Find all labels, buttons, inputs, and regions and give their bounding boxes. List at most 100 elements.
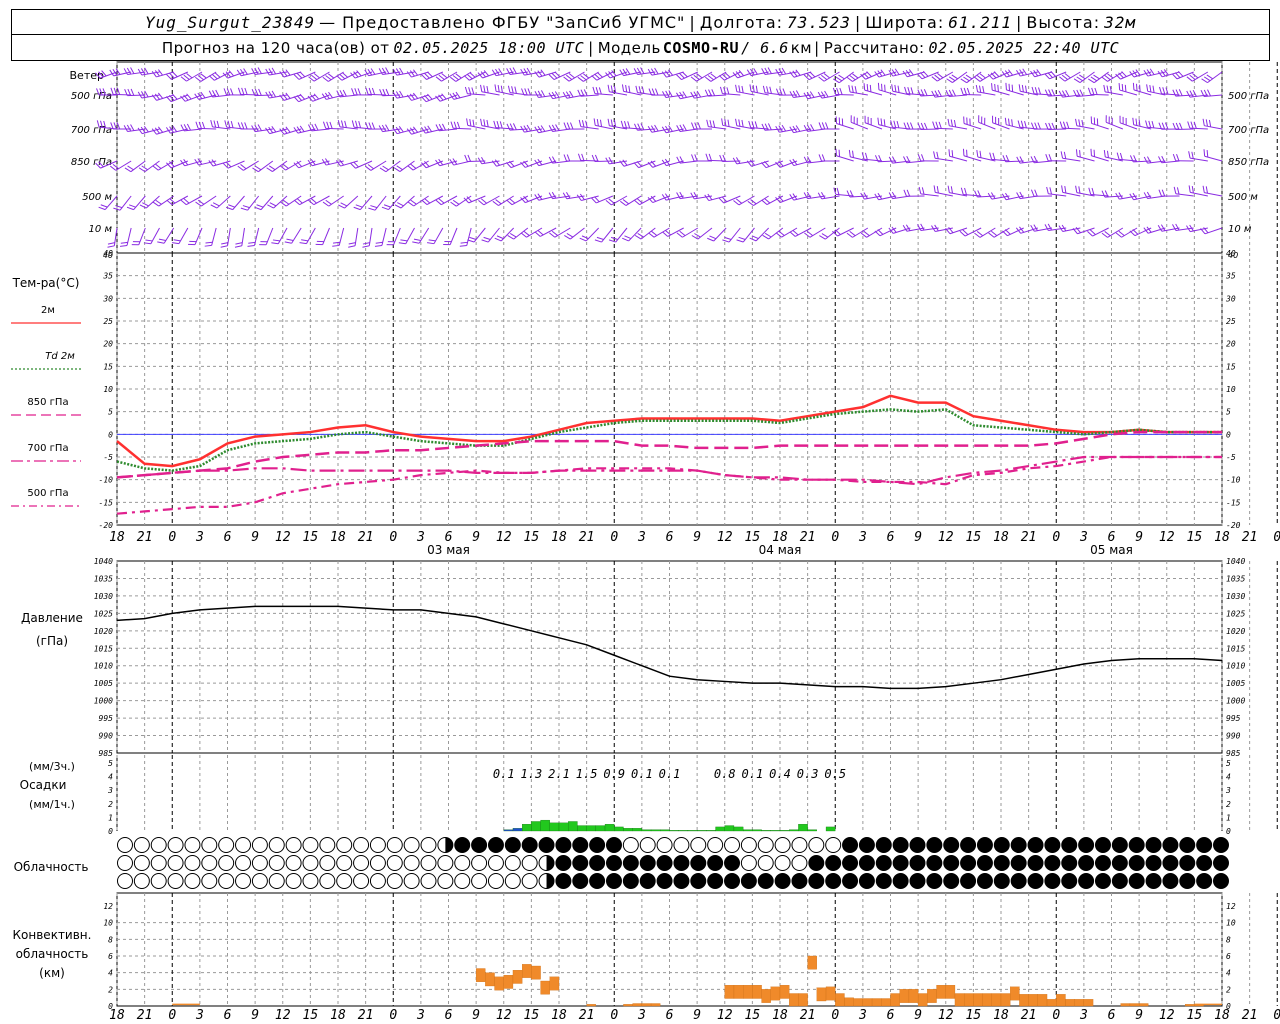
wind-barb-feather	[478, 199, 485, 206]
wind-barb-feather	[1075, 185, 1078, 193]
wind-barb-feather	[299, 71, 306, 78]
wind-barb-feather	[1050, 70, 1056, 77]
wind-barb	[713, 227, 727, 242]
wind-barb-feather	[874, 155, 879, 162]
wind-barb-feather	[236, 69, 242, 77]
wind-barb	[232, 195, 245, 210]
temp-xtick: 0	[1052, 530, 1060, 545]
wind-barb-feather	[640, 123, 645, 130]
cloud-cover-circle	[1094, 873, 1111, 889]
wind-barb-feather	[549, 232, 556, 238]
wind-barb-feather	[894, 84, 897, 92]
wind-barb-feather	[467, 154, 472, 162]
wind-barb-feather	[194, 158, 200, 166]
cloud-cover-circle	[133, 873, 150, 889]
wind-barb-feather	[98, 206, 106, 211]
wind-barb-feather	[254, 67, 259, 75]
wind-barb-feather	[358, 120, 362, 128]
wind-barb-feather	[322, 121, 327, 129]
wind-barb-feather	[750, 68, 755, 76]
conv-ytick-right: 8	[1226, 935, 1231, 944]
wind-barb-feather	[661, 71, 667, 78]
conv-bar	[1046, 999, 1057, 1007]
wind-barb-feather	[761, 68, 766, 75]
wind-barb-feather	[627, 121, 631, 129]
wind-barb-feather	[314, 123, 319, 131]
wind-barb-feather	[511, 86, 514, 94]
wind-barb-feather	[1061, 185, 1064, 193]
wind-barb-feather	[145, 239, 153, 242]
model-res: / 6.6	[741, 38, 789, 57]
cloud-cover-circle	[1179, 837, 1196, 853]
precip-bar	[614, 826, 624, 832]
alt-value: 32м	[1104, 12, 1137, 32]
wind-level-label-left: 500 м	[82, 192, 112, 203]
conv-xtick: 0	[1052, 1008, 1060, 1023]
conv-ytick-left: 0	[108, 1002, 113, 1011]
wind-barb	[355, 160, 373, 169]
wind-barb-feather	[151, 128, 157, 135]
wind-barb-feather	[668, 125, 673, 132]
wind-barb-feather	[299, 93, 306, 100]
wind-barb-feather	[789, 194, 795, 201]
cloud-cover-circle	[976, 873, 993, 889]
wind-barb-feather	[694, 122, 698, 130]
cloud-cover-circle	[1145, 837, 1162, 853]
wind-barb-feather	[421, 96, 427, 103]
precip-bar	[798, 824, 808, 832]
wind-barb-feather	[821, 233, 829, 238]
cloud-cover-circle	[808, 855, 825, 871]
cloud-cover-circle	[825, 873, 842, 889]
wind-barb-feather	[792, 193, 798, 200]
conv-xtick: 21	[1021, 1008, 1037, 1023]
wind-barb-feather	[194, 93, 200, 100]
wind-barb-feather	[520, 232, 527, 238]
wind-barb-feather	[100, 204, 108, 208]
conv-xtick: 18	[1214, 1008, 1230, 1023]
wind-barb-feather	[966, 87, 971, 95]
wind-title: Ветер	[70, 69, 104, 82]
conv-bar	[964, 993, 974, 1007]
cloud-cover-circle	[386, 873, 403, 889]
wind-barb-feather	[324, 92, 330, 99]
wind-barb-feather	[636, 67, 642, 75]
wind-barb-feather	[878, 154, 882, 162]
temp-ytick-left: -5	[103, 453, 113, 462]
wind-barb-feather	[324, 158, 330, 165]
cloud-cover-circle	[420, 837, 437, 853]
wind-barb-feather	[280, 201, 287, 207]
wind-barb-feather	[1179, 122, 1183, 130]
conv-bar	[973, 993, 983, 1007]
wind-barb-feather	[226, 88, 231, 96]
wind-barb-feather	[480, 118, 483, 126]
wind-barb-feather	[365, 87, 369, 95]
wind-barb-feather	[1172, 153, 1177, 161]
wind-barb-feather	[607, 118, 610, 126]
wind-barb-feather	[738, 70, 744, 77]
wind-barb-feather	[1058, 90, 1063, 98]
wind-barb-feather	[1189, 74, 1196, 80]
wind-barb-feather	[471, 87, 475, 95]
wind-barb-feather	[779, 88, 783, 96]
wind-barb-feather	[398, 126, 404, 133]
wind-barb-feather	[877, 117, 880, 125]
pressure-ytick-right: 985	[1226, 749, 1241, 758]
wind-barb-feather	[450, 121, 454, 129]
wind-barb-feather	[877, 70, 883, 77]
wind-barb-feather	[212, 90, 217, 97]
wind-barb-feather	[385, 124, 390, 131]
wind-barb-feather	[577, 89, 582, 97]
wind-barb	[227, 160, 245, 169]
wind-barb-feather	[183, 74, 190, 80]
wind-barb-feather	[877, 229, 884, 235]
wind-barb-feather	[523, 160, 529, 167]
wind-barb-feather	[917, 224, 922, 231]
conv-bar	[871, 998, 882, 1007]
wind-barb-feather	[866, 83, 869, 92]
temp-ytick-left: 25	[103, 317, 113, 326]
wind-barb	[723, 195, 741, 204]
wind-barb-feather	[1175, 223, 1180, 231]
cloud-cover-circle	[268, 855, 285, 871]
cloud-cover-circle	[1078, 855, 1095, 871]
wind-barb-feather	[1048, 89, 1052, 97]
